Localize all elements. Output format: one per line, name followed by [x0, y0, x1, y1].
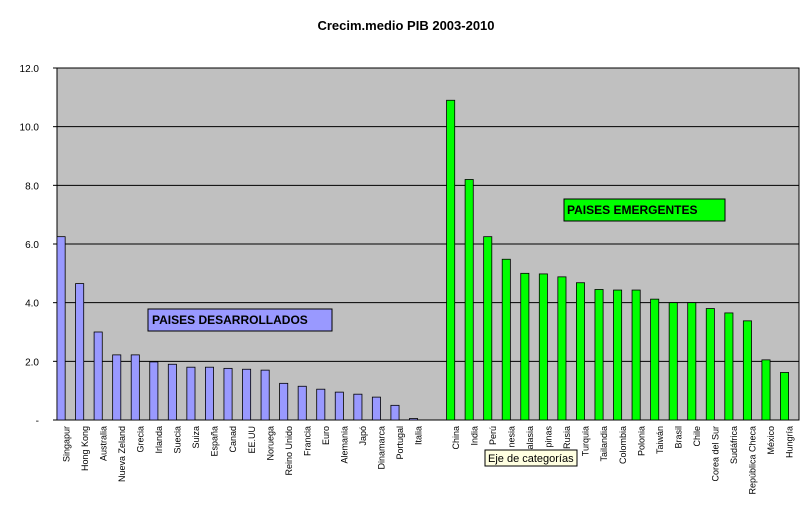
x-tick-label: Japó — [358, 426, 368, 446]
bar-china — [446, 99, 456, 421]
x-tick-label: Alemania — [340, 426, 350, 464]
x-tick-label: Corea del Sur — [711, 426, 721, 482]
bar-australia — [93, 331, 103, 421]
x-tick-label: Hong Kong — [80, 426, 90, 471]
x-tick-label: Rusia — [562, 426, 572, 449]
bars — [56, 99, 790, 421]
bar-hong-kong — [75, 283, 85, 421]
y-tick-label: 6.0 — [25, 240, 39, 251]
x-tick-label: Sudáfrica — [729, 426, 739, 464]
x-tick-label: Euro — [321, 426, 331, 445]
x-tick-label: Nueva Zeland — [117, 426, 127, 482]
bar-alemania — [334, 391, 344, 421]
x-tick-label: China — [451, 426, 461, 450]
bar-hungr-a — [780, 372, 790, 421]
x-tick-label: Chile — [692, 426, 702, 447]
bar-pinas — [538, 273, 548, 421]
tooltip-box — [484, 449, 578, 467]
bar-turquia — [576, 282, 585, 421]
x-tick-label: Dinamarca — [377, 426, 387, 470]
y-tick-label: 2.0 — [25, 357, 39, 368]
x-axis-labels: Singapur Hong Kong Australia Nueva Zeland Gr… — [61, 426, 794, 495]
x-tick-label: Suecia — [173, 426, 183, 454]
x-tick-label: EE.UU — [247, 426, 257, 454]
y-axis-ticks: - 2.0 4.0 6.0 8.0 10.0 12.0 — [20, 64, 57, 427]
x-tick-label: Hungría — [785, 426, 795, 458]
bar-rusia — [557, 276, 567, 421]
x-tick-label: Perú — [488, 426, 498, 445]
x-tick-label: Portugal — [395, 426, 405, 460]
bar-taiw-n — [650, 298, 660, 421]
bar-nesia — [501, 258, 511, 421]
bar-corea-del-sur — [705, 308, 715, 421]
bar-alasia — [520, 272, 530, 421]
x-tick-label: Australia — [98, 426, 108, 461]
bar-grecia — [130, 354, 140, 421]
x-tick-label: Colombia — [618, 426, 628, 464]
x-tick-label: India — [469, 426, 479, 446]
bar-jap- — [353, 393, 363, 421]
bar-euro — [316, 388, 326, 421]
category-axis-tooltip: Eje de categorías — [484, 449, 578, 467]
x-tick-label: España — [210, 426, 220, 457]
x-tick-label: Noruega — [265, 426, 275, 461]
tooltip-text: Eje de categorías — [488, 453, 574, 465]
bar-sud-frica — [724, 312, 734, 421]
x-tick-label: República Checa — [748, 426, 758, 495]
x-tick-label: Suiza — [191, 426, 201, 449]
bar-irlanda — [149, 361, 159, 421]
bar-reino-unido — [279, 382, 289, 421]
bar-polonia — [631, 289, 641, 421]
x-tick-label: Irlanda — [154, 426, 164, 454]
legend-emerging-label: PAISES EMERGENTES — [567, 203, 697, 217]
bar-noruega — [260, 369, 270, 421]
bar-chile — [687, 302, 697, 421]
x-tick-label: Brasil — [673, 426, 683, 449]
bar-ee-uu — [242, 368, 252, 421]
x-tick-label: Italia — [414, 426, 424, 445]
x-tick-label: Turquia — [581, 426, 591, 456]
bar-india — [464, 179, 474, 421]
y-tick-label: - — [36, 416, 39, 427]
x-tick-label: México — [766, 426, 776, 455]
legend-developed-box — [147, 308, 333, 332]
y-tick-label: 8.0 — [25, 181, 39, 192]
bar-singapur — [56, 236, 66, 421]
legend-developed-label: PAISES DESARROLLADOS — [152, 313, 308, 327]
bar-canad — [223, 367, 233, 421]
x-tick-label: Tailandia — [599, 426, 609, 462]
bar-suiza — [186, 366, 196, 421]
x-tick-label: Reino Unido — [284, 426, 294, 476]
x-tick-label: Taiwán — [655, 426, 665, 454]
legend-emerging-box — [563, 198, 726, 222]
bar-espa-a — [204, 366, 214, 421]
bar-brasil — [668, 302, 678, 421]
bar-dinamarca — [371, 396, 381, 421]
x-tick-label: Grecia — [135, 426, 145, 453]
bar-per- — [483, 236, 493, 421]
bar-portugal — [390, 404, 400, 421]
x-tick-label: nesia — [506, 426, 516, 448]
bar-tailandia — [594, 289, 604, 421]
x-tick-label: Singapur — [61, 426, 71, 462]
chart-title: Crecim.medio PIB 2003-2010 — [317, 18, 494, 33]
x-tick-label: alasia — [525, 426, 535, 450]
bar-nueva-zeland — [112, 354, 122, 421]
y-tick-label: 4.0 — [25, 299, 39, 310]
x-tick-label: Canad — [228, 426, 238, 453]
x-tick-label: pinas — [544, 426, 554, 448]
y-tick-label: 12.0 — [20, 64, 40, 75]
legend-developed: PAISES DESARROLLADOS — [147, 308, 333, 332]
bar-italia — [409, 418, 419, 421]
legend-emerging: PAISES EMERGENTES — [563, 198, 726, 222]
y-tick-label: 10.0 — [20, 123, 40, 134]
bar-colombia — [613, 289, 623, 421]
bar-suecia — [167, 363, 177, 421]
bar-rep-blica-checa — [742, 320, 752, 421]
x-tick-label: Francia — [302, 426, 312, 456]
bar-francia — [297, 385, 307, 421]
x-tick-label: Polonia — [636, 426, 646, 456]
bar-m-xico — [761, 359, 771, 421]
